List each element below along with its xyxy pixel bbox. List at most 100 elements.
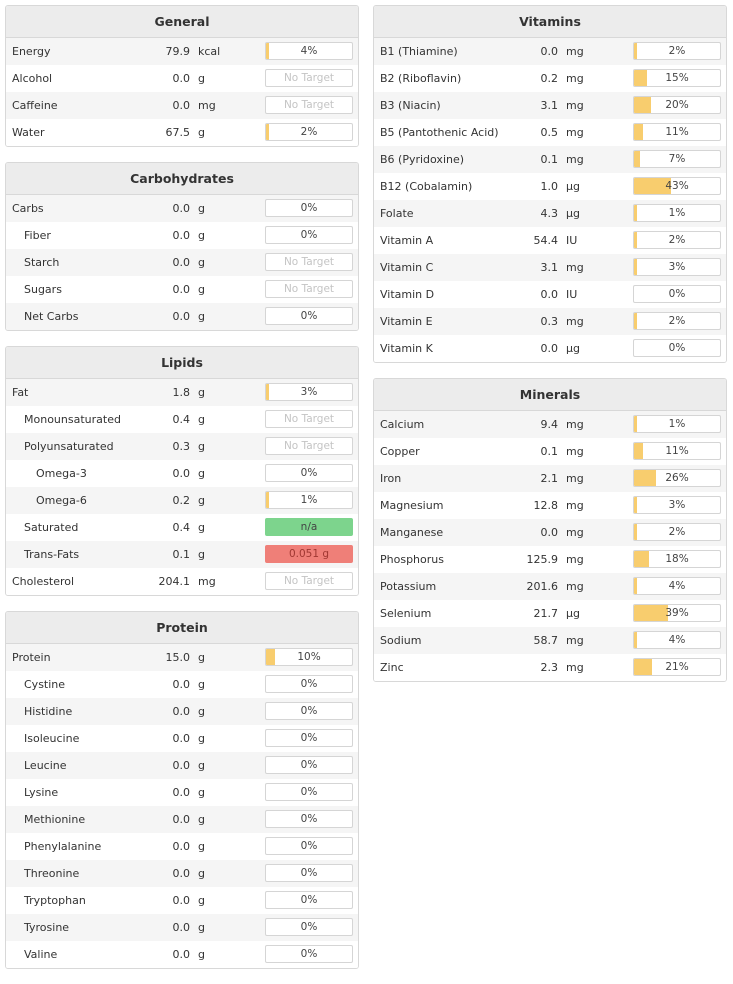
nutrient-row-starch[interactable]: Starch 0.0 g No Target	[6, 249, 358, 276]
target-percent-label: 26%	[665, 472, 689, 484]
nutrient-row-phosphorus[interactable]: Phosphorus 125.9 mg 18%	[374, 546, 726, 573]
nutrient-row-sugars[interactable]: Sugars 0.0 g No Target	[6, 276, 358, 303]
target-percent-label: No Target	[283, 72, 335, 84]
nutrient-name: Omega-3	[36, 467, 87, 480]
nutrient-row-calcium[interactable]: Calcium 9.4 mg 1%	[374, 411, 726, 438]
nutrient-name: Methionine	[24, 813, 86, 826]
target-percent-label: 2%	[300, 126, 318, 138]
nutrient-unit: g	[198, 813, 205, 826]
nutrient-row-energy[interactable]: Energy 79.9 kcal 4%	[6, 38, 358, 65]
target-percent-label: 2%	[668, 526, 686, 538]
nutrient-name: Energy	[12, 45, 51, 58]
target-percent-label: 4%	[668, 634, 686, 646]
vitamins-panel: Vitamins B1 (Thiamine) 0.0 mg 2% B2 (Riboflav…	[373, 5, 727, 363]
nutrient-row-cystine[interactable]: Cystine 0.0 g 0%	[6, 671, 358, 698]
nutrient-unit: g	[198, 440, 205, 453]
nutrient-name: Polyunsaturated	[24, 440, 114, 453]
nutrient-list: Energy 79.9 kcal 4% Alcohol 0.0 g No Target Caff…	[6, 38, 358, 146]
nutrient-amount: 0.2	[540, 72, 559, 85]
target-progress-bar: 2%	[633, 42, 721, 60]
nutrient-name: Isoleucine	[24, 732, 80, 745]
nutrient-row-saturated[interactable]: Saturated 0.4 g n/a	[6, 514, 358, 541]
nutrient-row-alcohol[interactable]: Alcohol 0.0 g No Target	[6, 65, 358, 92]
progress-fill	[634, 659, 653, 675]
nutrient-row-manganese[interactable]: Manganese 0.0 mg 2%	[374, 519, 726, 546]
nutrient-row-vitamin-e[interactable]: Vitamin E 0.3 mg 2%	[374, 308, 726, 335]
nutrient-row-folate[interactable]: Folate 4.3 µg 1%	[374, 200, 726, 227]
nutrient-row-phenylalanine[interactable]: Phenylalanine 0.0 g 0%	[6, 833, 358, 860]
nutrient-row-monounsaturated[interactable]: Monounsaturated 0.4 g No Target	[6, 406, 358, 433]
nutrient-name: Vitamin K	[380, 342, 433, 355]
nutrient-row-zinc[interactable]: Zinc 2.3 mg 21%	[374, 654, 726, 681]
nutrient-row-net-carbs[interactable]: Net Carbs 0.0 g 0%	[6, 303, 358, 330]
nutrient-row-vitamin-a[interactable]: Vitamin A 54.4 IU 2%	[374, 227, 726, 254]
nutrient-row-b5-pantothenic-acid[interactable]: B5 (Pantothenic Acid) 0.5 mg 11%	[374, 119, 726, 146]
nutrient-name: Histidine	[24, 705, 73, 718]
nutrient-row-vitamin-k[interactable]: Vitamin K 0.0 µg 0%	[374, 335, 726, 362]
nutrient-row-lysine[interactable]: Lysine 0.0 g 0%	[6, 779, 358, 806]
nutrient-row-copper[interactable]: Copper 0.1 mg 11%	[374, 438, 726, 465]
nutrient-row-potassium[interactable]: Potassium 201.6 mg 4%	[374, 573, 726, 600]
nutrient-unit: g	[198, 921, 205, 934]
nutrient-row-cholesterol[interactable]: Cholesterol 204.1 mg No Target	[6, 568, 358, 595]
nutrient-amount: 0.3	[172, 440, 191, 453]
target-progress-bar: 0%	[265, 918, 353, 936]
nutrient-row-leucine[interactable]: Leucine 0.0 g 0%	[6, 752, 358, 779]
nutrient-row-omega-6[interactable]: Omega-6 0.2 g 1%	[6, 487, 358, 514]
nutrient-row-water[interactable]: Water 67.5 g 2%	[6, 119, 358, 146]
nutrient-row-protein[interactable]: Protein 15.0 g 10%	[6, 644, 358, 671]
progress-fill	[266, 43, 270, 59]
nutrient-unit: µg	[566, 180, 580, 193]
target-percent-label: 7%	[668, 153, 686, 165]
nutrient-row-vitamin-d[interactable]: Vitamin D 0.0 IU 0%	[374, 281, 726, 308]
nutrient-row-carbs[interactable]: Carbs 0.0 g 0%	[6, 195, 358, 222]
nutrient-row-selenium[interactable]: Selenium 21.7 µg 39%	[374, 600, 726, 627]
nutrient-row-magnesium[interactable]: Magnesium 12.8 mg 3%	[374, 492, 726, 519]
nutrient-amount: 79.9	[165, 45, 191, 58]
nutrient-row-tryptophan[interactable]: Tryptophan 0.0 g 0%	[6, 887, 358, 914]
progress-fill	[634, 605, 668, 621]
nutrient-list: Calcium 9.4 mg 1% Copper 0.1 mg 11% Iron 2.1 mg 26%…	[374, 411, 726, 681]
nutrient-unit: mg	[566, 261, 584, 274]
progress-fill	[266, 649, 275, 665]
nutrient-row-vitamin-c[interactable]: Vitamin C 3.1 mg 3%	[374, 254, 726, 281]
nutrient-row-iron[interactable]: Iron 2.1 mg 26%	[374, 465, 726, 492]
nutrient-name: Copper	[380, 445, 420, 458]
nutrient-amount: 9.4	[540, 418, 559, 431]
nutrient-row-valine[interactable]: Valine 0.0 g 0%	[6, 941, 358, 968]
nutrient-row-b6-pyridoxine[interactable]: B6 (Pyridoxine) 0.1 mg 7%	[374, 146, 726, 173]
target-progress-bar: 11%	[633, 442, 721, 460]
nutrient-unit: mg	[566, 472, 584, 485]
nutrient-amount: 0.0	[172, 678, 191, 691]
nutrient-unit: g	[198, 948, 205, 961]
progress-fill	[634, 70, 647, 86]
target-percent-label: 0%	[300, 921, 318, 933]
nutrient-row-threonine[interactable]: Threonine 0.0 g 0%	[6, 860, 358, 887]
nutrient-row-omega-3[interactable]: Omega-3 0.0 g 0%	[6, 460, 358, 487]
target-percent-label: No Target	[283, 575, 335, 587]
nutrient-row-methionine[interactable]: Methionine 0.0 g 0%	[6, 806, 358, 833]
progress-fill	[634, 497, 638, 513]
target-percent-label: 0.051 g	[288, 548, 330, 560]
nutrient-name: Fiber	[24, 229, 51, 242]
nutrient-row-trans-fats[interactable]: Trans-Fats 0.1 g 0.051 g	[6, 541, 358, 568]
target-progress-bar: 0%	[265, 864, 353, 882]
nutrient-row-histidine[interactable]: Histidine 0.0 g 0%	[6, 698, 358, 725]
nutrient-row-b2-riboflavin[interactable]: B2 (Riboflavin) 0.2 mg 15%	[374, 65, 726, 92]
nutrient-row-b3-niacin[interactable]: B3 (Niacin) 3.1 mg 20%	[374, 92, 726, 119]
nutrient-row-fiber[interactable]: Fiber 0.0 g 0%	[6, 222, 358, 249]
nutrient-amount: 58.7	[533, 634, 559, 647]
target-percent-label: 3%	[300, 386, 318, 398]
nutrient-name: Monounsaturated	[24, 413, 121, 426]
nutrient-unit: g	[198, 521, 205, 534]
nutrient-row-tyrosine[interactable]: Tyrosine 0.0 g 0%	[6, 914, 358, 941]
nutrient-row-fat[interactable]: Fat 1.8 g 3%	[6, 379, 358, 406]
nutrient-amount: 0.4	[172, 521, 191, 534]
nutrient-row-b1-thiamine[interactable]: B1 (Thiamine) 0.0 mg 2%	[374, 38, 726, 65]
target-percent-label: No Target	[283, 440, 335, 452]
nutrient-row-b12-cobalamin[interactable]: B12 (Cobalamin) 1.0 µg 43%	[374, 173, 726, 200]
nutrient-row-polyunsaturated[interactable]: Polyunsaturated 0.3 g No Target	[6, 433, 358, 460]
nutrient-row-caffeine[interactable]: Caffeine 0.0 mg No Target	[6, 92, 358, 119]
nutrient-row-sodium[interactable]: Sodium 58.7 mg 4%	[374, 627, 726, 654]
nutrient-row-isoleucine[interactable]: Isoleucine 0.0 g 0%	[6, 725, 358, 752]
